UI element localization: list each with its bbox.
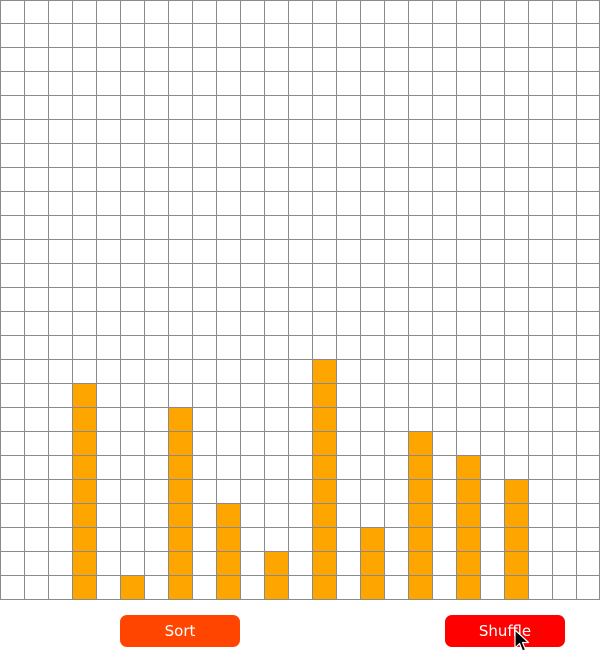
grid-canvas <box>0 0 600 600</box>
bar-8 <box>408 432 432 600</box>
gridlines-group <box>0 0 600 600</box>
bar-1 <box>72 384 96 600</box>
bar-7 <box>360 528 384 600</box>
sort-button[interactable]: Sort <box>120 615 240 647</box>
bar-2 <box>120 576 144 600</box>
bar-chart-grid <box>0 0 600 600</box>
bar-10 <box>504 480 528 600</box>
grid-background <box>0 0 600 600</box>
shuffle-button[interactable]: Shuffle <box>445 615 565 647</box>
